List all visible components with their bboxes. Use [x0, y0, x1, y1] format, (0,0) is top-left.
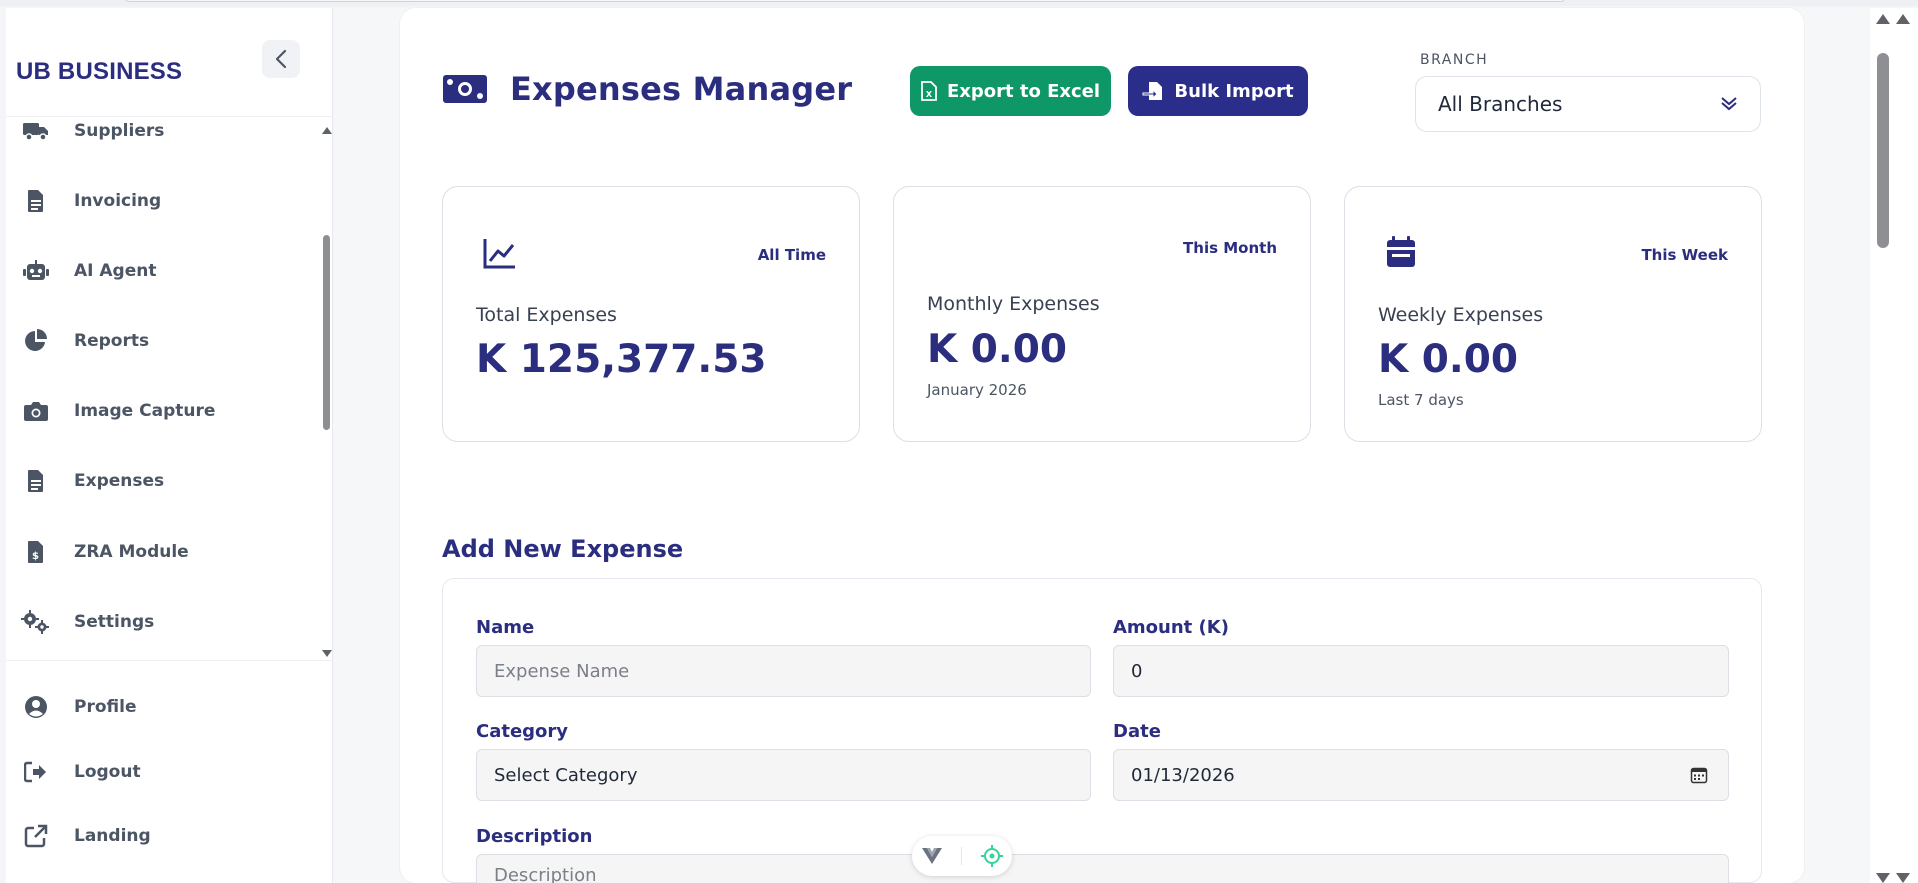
- vue-logo-icon[interactable]: [921, 847, 943, 865]
- sidebar-item-label: Expenses: [74, 471, 165, 491]
- sidebar-item-reports[interactable]: Reports: [20, 321, 310, 361]
- stat-card-total: All Time Total Expenses K 125,377.53: [442, 186, 860, 442]
- stat-period: This Month: [1183, 239, 1277, 257]
- stat-card-weekly: This Week Weekly Expenses K 0.00 Last 7 …: [1344, 186, 1762, 442]
- double-chevron-down-icon: [1721, 97, 1737, 111]
- sidebar-item-label: Settings: [74, 612, 155, 632]
- chevron-left-icon: [275, 49, 287, 69]
- export-to-excel-button[interactable]: X Export to Excel: [910, 66, 1111, 116]
- stat-title: Total Expenses: [476, 304, 617, 326]
- sidebar: UB BUSINESS Suppliers Invoicing AI Agent…: [6, 8, 333, 883]
- stat-period: All Time: [757, 246, 826, 264]
- description-input[interactable]: Description: [476, 854, 1729, 883]
- sidebar-scroll-thumb[interactable]: [323, 235, 330, 430]
- page-title: Expenses Manager: [510, 70, 853, 108]
- scroll-up-arrow-icon[interactable]: [322, 127, 332, 134]
- sidebar-nav[interactable]: Suppliers Invoicing AI Agent Reports Ima…: [6, 116, 333, 661]
- stat-period: This Week: [1641, 246, 1728, 264]
- sidebar-item-settings[interactable]: Settings: [20, 602, 310, 642]
- gears-icon: [20, 606, 52, 638]
- divider: [961, 847, 963, 865]
- sidebar-item-ai-agent[interactable]: AI Agent: [20, 251, 310, 291]
- export-to-excel-label: Export to Excel: [946, 80, 1101, 102]
- receipt-icon: [20, 465, 52, 497]
- branch-select[interactable]: All Branches: [1415, 76, 1761, 132]
- category-label: Category: [476, 721, 569, 742]
- camera-icon: [20, 395, 52, 427]
- file-import-icon: [1142, 82, 1163, 100]
- date-label: Date: [1113, 721, 1161, 742]
- sidebar-item-label: Invoicing: [74, 191, 162, 211]
- sidebar-item-logout[interactable]: Logout: [20, 752, 310, 792]
- sidebar-item-zra-module[interactable]: $ ZRA Module: [20, 532, 310, 572]
- crosshair-icon[interactable]: [980, 845, 1003, 867]
- excel-file-icon: X: [921, 81, 937, 101]
- description-label: Description: [476, 826, 593, 847]
- scroll-down-arrow-icon[interactable]: [1876, 873, 1890, 883]
- address-bar[interactable]: [125, 0, 1565, 2]
- robot-icon: [20, 255, 52, 287]
- stat-subtitle: January 2026: [927, 381, 1027, 399]
- sidebar-item-profile[interactable]: Profile: [20, 687, 310, 727]
- stat-title: Monthly Expenses: [927, 293, 1100, 315]
- bulk-import-label: Bulk Import: [1174, 80, 1294, 102]
- calendar-picker-icon[interactable]: [1690, 766, 1708, 784]
- sidebar-item-label: Profile: [74, 697, 137, 717]
- scroll-up-arrow-icon[interactable]: [1876, 14, 1890, 24]
- external-link-icon: [20, 820, 52, 852]
- sidebar-item-label: Logout: [74, 762, 141, 782]
- stat-subtitle: Last 7 days: [1378, 391, 1464, 409]
- page-scrollbar[interactable]: [1870, 8, 1918, 883]
- stat-title: Weekly Expenses: [1378, 304, 1544, 326]
- sidebar-item-landing[interactable]: Landing: [20, 816, 310, 856]
- sidebar-item-suppliers[interactable]: Suppliers: [20, 117, 310, 151]
- sidebar-collapse-button[interactable]: [262, 40, 300, 78]
- stat-value: K 0.00: [1378, 337, 1519, 382]
- sidebar-item-label: Landing: [74, 826, 151, 846]
- sidebar-item-label: ZRA Module: [74, 542, 189, 562]
- bulk-import-button[interactable]: Bulk Import: [1128, 66, 1308, 116]
- page-scroll-thumb[interactable]: [1877, 53, 1889, 248]
- branch-label: BRANCH: [1420, 52, 1489, 68]
- sidebar-scrollbar[interactable]: [319, 117, 333, 660]
- sidebar-item-label: Suppliers: [74, 121, 165, 141]
- document-icon: [20, 185, 52, 217]
- sidebar-item-image-capture[interactable]: Image Capture: [20, 391, 310, 431]
- money-bill-icon: [442, 72, 488, 111]
- logout-icon: [20, 756, 52, 788]
- date-value: 01/13/2026: [1131, 764, 1235, 786]
- svg-text:X: X: [926, 90, 933, 99]
- dev-tools-widget[interactable]: [912, 836, 1012, 876]
- add-expense-form: Name Expense Name Amount (K) 0 Category …: [442, 578, 1762, 883]
- svg-text:$: $: [32, 551, 39, 562]
- browser-top-bar: [0, 0, 1918, 6]
- sidebar-item-label: Image Capture: [74, 401, 216, 421]
- brand-name: UB BUSINESS: [16, 58, 183, 85]
- stat-card-monthly: This Month Monthly Expenses K 0.00 Janua…: [893, 186, 1311, 442]
- pie-chart-icon: [20, 325, 52, 357]
- date-input[interactable]: 01/13/2026: [1113, 749, 1729, 801]
- truck-icon: [20, 117, 52, 147]
- stat-value: K 0.00: [927, 327, 1068, 372]
- amount-input[interactable]: 0: [1113, 645, 1729, 697]
- scroll-down-arrow-icon[interactable]: [322, 650, 332, 657]
- expense-name-input[interactable]: Expense Name: [476, 645, 1091, 697]
- sidebar-item-label: Reports: [74, 331, 150, 351]
- scroll-down-arrow-icon[interactable]: [1896, 873, 1910, 883]
- category-select[interactable]: Select Category: [476, 749, 1091, 801]
- stat-value: K 125,377.53: [476, 337, 767, 382]
- calendar-icon: [1385, 235, 1417, 274]
- name-label: Name: [476, 617, 535, 638]
- branch-select-value: All Branches: [1438, 92, 1563, 116]
- sidebar-item-expenses[interactable]: Expenses: [20, 461, 310, 501]
- sidebar-item-invoicing[interactable]: Invoicing: [20, 181, 310, 221]
- sidebar-item-label: AI Agent: [74, 261, 157, 281]
- amount-label: Amount (K): [1113, 617, 1229, 638]
- user-circle-icon: [20, 691, 52, 723]
- form-title: Add New Expense: [442, 535, 684, 563]
- line-chart-icon: [483, 237, 517, 274]
- invoice-dollar-icon: $: [20, 536, 52, 568]
- scroll-up-arrow-icon[interactable]: [1896, 14, 1910, 24]
